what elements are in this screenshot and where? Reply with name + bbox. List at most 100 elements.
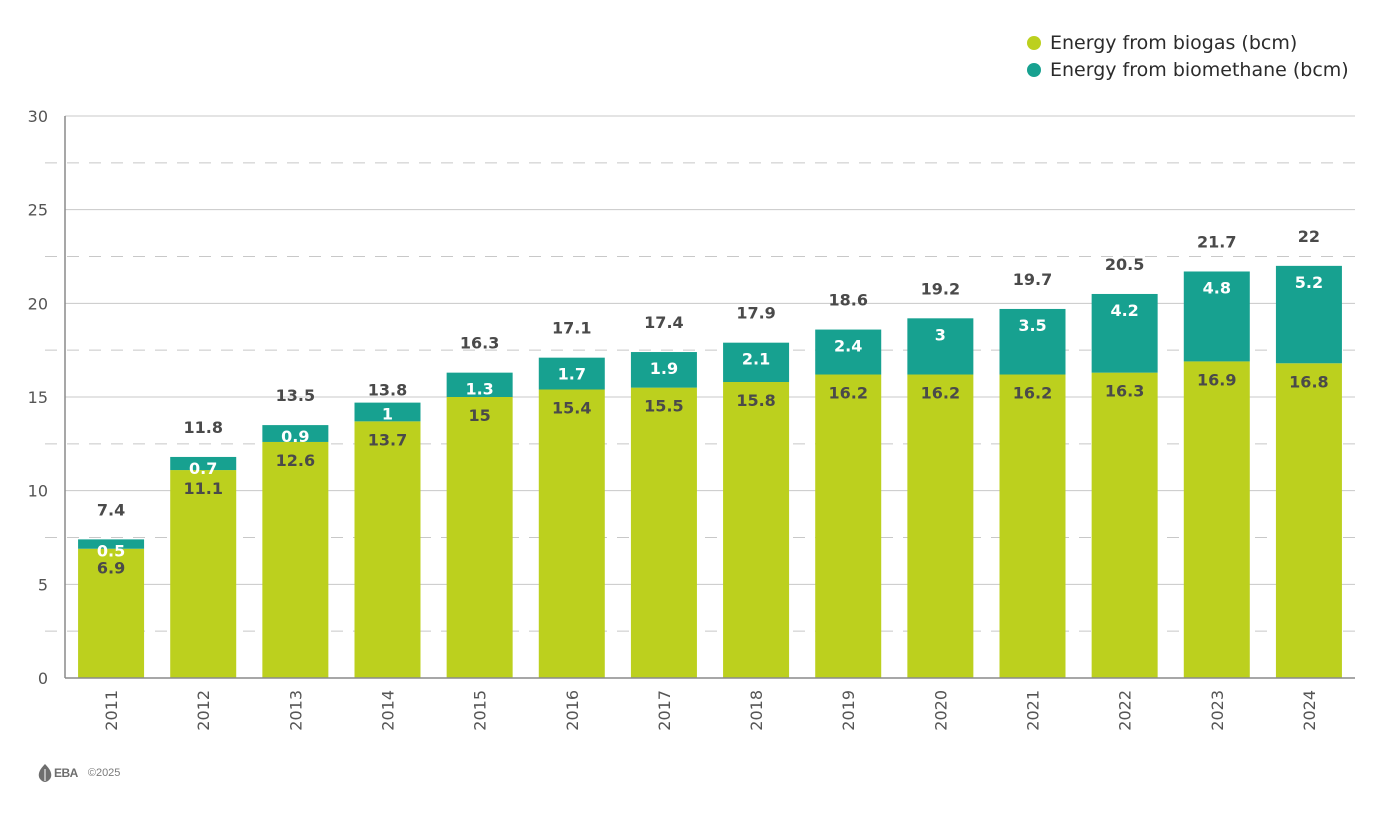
label-total: 16.3 (460, 334, 499, 353)
label-biogas: 15.8 (736, 391, 775, 410)
bar-biogas-2019 (815, 374, 882, 678)
label-biomethane: 1.7 (558, 365, 586, 384)
eba-logo-text: EBA (54, 766, 78, 780)
label-biogas: 13.7 (368, 430, 407, 449)
x-tick-label: 2023 (1208, 690, 1227, 731)
bar-biogas-2024 (1275, 363, 1342, 678)
label-total: 7.4 (97, 500, 125, 519)
label-biomethane: 0.7 (189, 459, 217, 478)
copyright: ©2025 (87, 767, 121, 779)
legend-label: Energy from biomethane (bcm) (1050, 58, 1349, 81)
label-biomethane: 4.2 (1110, 301, 1138, 320)
label-biogas: 16.2 (1013, 384, 1052, 403)
data-labels: 0.56.9 7.4 0.711.1 11.8 0.9 12.6 13.5 1 13.7 13.8… (97, 227, 1329, 578)
y-tick-label: 25 (28, 201, 48, 220)
bar-biogas-2020 (907, 374, 974, 678)
label-biogas: 16.2 (921, 384, 960, 403)
y-tick-label: 10 (28, 482, 48, 501)
legend-label: Energy from biogas (bcm) (1050, 31, 1298, 54)
label-biomethane: 4.8 (1203, 278, 1231, 297)
label-biogas: 11.1 (183, 479, 222, 498)
label-biomethane: 1.3 (465, 380, 493, 399)
bar-biomethane-2024 (1275, 265, 1342, 364)
label-total: 19.7 (1013, 270, 1052, 289)
bar-biomethane-2017 (630, 352, 697, 388)
label-biogas: 6.9 (97, 558, 125, 577)
bar-biogas-2015 (446, 397, 513, 678)
label-total: 17.4 (644, 313, 683, 332)
x-tick-label: 2016 (563, 690, 582, 731)
x-tick-label: 2022 (1116, 690, 1135, 731)
x-tick-label: 2014 (379, 690, 398, 731)
label-total: 13.5 (276, 386, 315, 405)
legend-item-biogas: Energy from biogas (bcm) (1027, 29, 1349, 56)
bar-biomethane-2019 (815, 329, 882, 375)
x-tick-label: 2021 (1024, 690, 1043, 731)
bar-biogas-2022 (1091, 372, 1158, 678)
label-biogas: 16.8 (1289, 372, 1328, 391)
bar-biogas-2021 (999, 374, 1066, 678)
label-biomethane: 3 (935, 325, 946, 344)
bar-biogas-2017 (630, 387, 697, 678)
x-tick-label: 2020 (931, 690, 950, 731)
bar-biogas-2023 (1183, 361, 1250, 678)
label-total: 21.7 (1197, 232, 1236, 251)
label-biomethane: 5.2 (1295, 273, 1323, 292)
bar-biomethane-2020 (907, 318, 974, 375)
grid-lines (45, 115, 1355, 632)
legend-dot-icon (1027, 35, 1041, 50)
x-tick-label: 2024 (1300, 690, 1319, 731)
bar-biogas-2013 (262, 441, 329, 678)
y-tick-label: 0 (38, 669, 48, 688)
y-tick-label: 30 (28, 107, 48, 126)
bar-biomethane-2016 (538, 357, 605, 390)
x-tick-label: 2019 (839, 690, 858, 731)
bar-biomethane-2021 (999, 308, 1066, 375)
bar-biomethane-2015 (446, 372, 513, 397)
label-total: 17.9 (736, 304, 775, 323)
bar-biogas-2011 (78, 548, 145, 678)
x-tick-label: 2018 (747, 690, 766, 731)
bar-biomethane-2022 (1091, 293, 1158, 373)
label-biomethane: 1.9 (650, 359, 678, 378)
eba-logo: EBA (38, 764, 78, 782)
x-tick-label: 2017 (655, 690, 674, 731)
label-total: 22 (1298, 227, 1320, 246)
bar-biomethane-2014 (354, 402, 421, 422)
label-biogas: 15.4 (552, 399, 591, 418)
legend: Energy from biogas (bcm) Energy from bio… (1027, 29, 1349, 83)
bar-biomethane-2012 (170, 456, 237, 471)
label-total: 17.1 (552, 319, 591, 338)
label-total: 18.6 (828, 291, 867, 310)
label-total: 11.8 (183, 418, 222, 437)
axes (64, 116, 1355, 679)
label-biogas: 12.6 (276, 451, 315, 470)
y-tick-label: 15 (28, 388, 48, 407)
x-tick-label: 2013 (286, 690, 305, 731)
legend-dot-icon (1027, 62, 1041, 77)
bar-biogas-2016 (538, 389, 605, 678)
bar-biomethane-2023 (1183, 271, 1250, 362)
label-biogas: 16.3 (1105, 382, 1144, 401)
label-biomethane: 2.1 (742, 350, 770, 369)
x-tick-label: 2015 (471, 690, 490, 731)
leaf-icon (38, 764, 52, 782)
label-biogas: 16.2 (828, 384, 867, 403)
bar-biomethane-2013 (262, 425, 329, 442)
footer: EBA ©2025 (38, 764, 120, 782)
bar-biogas-2014 (354, 421, 421, 678)
label-total: 20.5 (1105, 255, 1144, 274)
label-total: 13.8 (368, 380, 407, 399)
bar-biogas-2018 (723, 382, 790, 678)
label-biomethane: 3.5 (1018, 316, 1046, 335)
y-tick-label: 20 (28, 294, 48, 313)
y-tick-label: 5 (38, 575, 48, 594)
bar-biomethane-2011 (78, 539, 145, 549)
x-tick-label: 2012 (194, 690, 213, 731)
label-biomethane: 2.4 (834, 337, 862, 356)
bar-biomethane-2018 (723, 342, 790, 383)
legend-item-biomethane: Energy from biomethane (bcm) (1027, 56, 1349, 83)
label-biomethane: 0.5 (97, 541, 125, 560)
label-biomethane: 1 (382, 405, 393, 424)
